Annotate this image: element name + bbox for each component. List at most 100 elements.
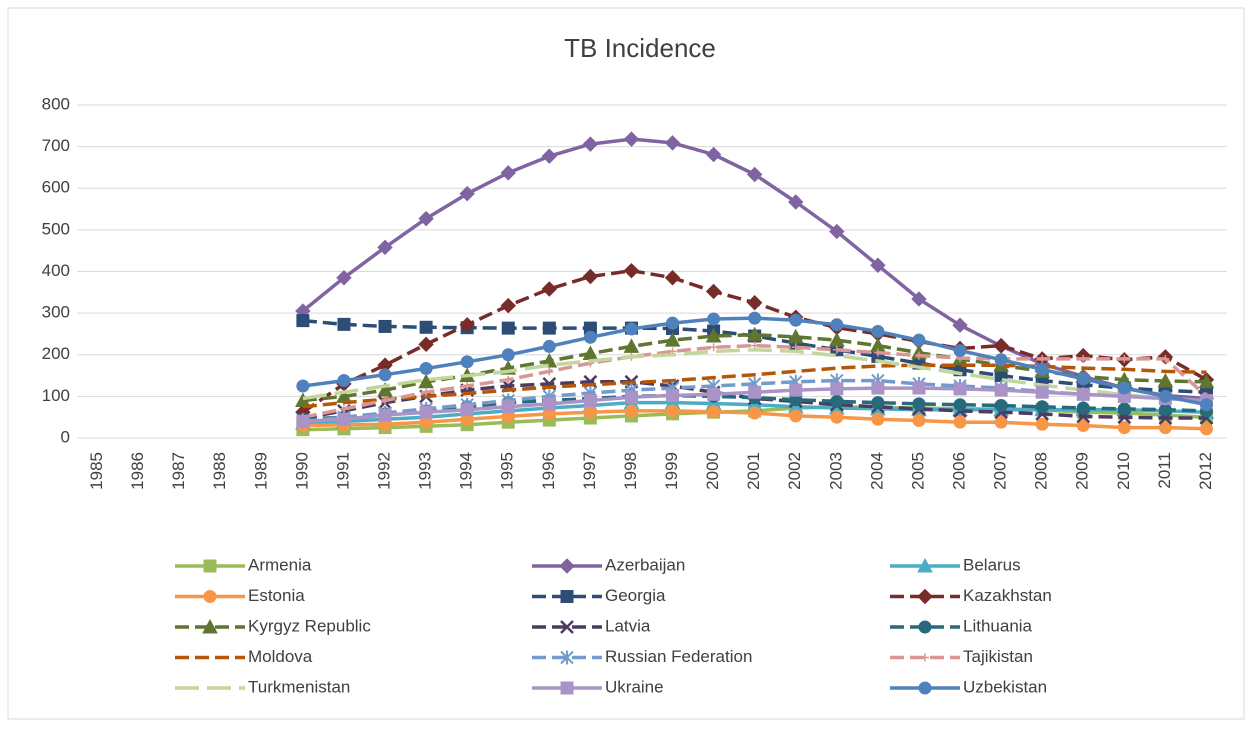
x-tick-label: 2007	[991, 452, 1010, 490]
marker	[914, 351, 923, 360]
marker	[748, 406, 762, 420]
legend-marker	[560, 620, 574, 634]
marker	[1117, 402, 1131, 416]
x-tick-label: 1987	[169, 452, 188, 490]
marker	[912, 333, 926, 347]
marker	[994, 383, 1008, 397]
marker	[871, 324, 885, 338]
legend-label: Kazakhstan	[963, 586, 1052, 605]
y-tick-label: 600	[42, 178, 70, 197]
marker	[339, 404, 348, 413]
legend-label: Belarus	[963, 555, 1021, 574]
marker	[419, 320, 433, 334]
x-tick-label: 1993	[416, 452, 435, 490]
marker	[707, 405, 721, 419]
marker	[460, 403, 474, 417]
marker	[1076, 387, 1090, 401]
x-tick-label: 1985	[87, 452, 106, 490]
y-tick-label: 200	[42, 344, 70, 363]
marker	[541, 281, 558, 297]
marker	[871, 412, 885, 426]
x-tick-label: 1998	[621, 452, 640, 490]
marker	[337, 412, 351, 426]
marker	[746, 166, 763, 183]
x-tick-label: 2002	[785, 452, 804, 490]
marker	[583, 330, 597, 344]
legend-marker	[917, 557, 933, 573]
marker	[830, 394, 844, 408]
marker	[1035, 385, 1049, 399]
marker	[378, 319, 392, 333]
marker	[1199, 398, 1213, 412]
marker	[381, 396, 390, 405]
legend-label: Ukraine	[605, 677, 664, 696]
marker	[582, 136, 599, 152]
marker	[1158, 403, 1172, 417]
marker	[337, 374, 351, 388]
marker	[705, 146, 722, 163]
marker	[789, 313, 803, 327]
marker	[419, 361, 433, 375]
marker	[912, 414, 926, 428]
legend-label: Latvia	[605, 616, 651, 635]
marker	[873, 348, 882, 357]
y-tick-label: 500	[42, 219, 70, 238]
x-tick-label: 2006	[950, 452, 969, 490]
marker	[871, 396, 885, 410]
marker	[296, 414, 310, 428]
marker	[1199, 422, 1213, 436]
marker	[1035, 400, 1049, 414]
series-line	[302, 380, 1207, 420]
marker	[830, 410, 844, 424]
legend-marker	[203, 559, 217, 573]
marker	[419, 405, 433, 419]
x-tick-label: 1991	[333, 452, 352, 490]
marker	[500, 297, 516, 314]
legend-marker	[202, 618, 218, 634]
x-tick-label: 2009	[1073, 452, 1092, 490]
x-tick-label: 1988	[210, 452, 229, 490]
marker	[666, 316, 680, 330]
marker	[953, 382, 967, 396]
x-tick-label: 1986	[128, 452, 147, 490]
series-line	[302, 343, 1208, 419]
marker	[501, 321, 515, 335]
x-tick-label: 1990	[292, 452, 311, 490]
marker	[1198, 373, 1215, 389]
marker	[1120, 354, 1129, 363]
legend-marker	[559, 558, 575, 574]
marker	[1158, 421, 1172, 435]
marker	[1079, 354, 1088, 363]
legend-marker	[560, 590, 574, 603]
marker	[463, 381, 472, 390]
x-tick-label: 1989	[251, 452, 270, 490]
marker	[1117, 421, 1131, 435]
marker	[666, 389, 680, 403]
marker	[542, 321, 556, 335]
marker	[296, 379, 310, 393]
x-tick-label: 1997	[580, 452, 599, 490]
marker	[870, 257, 886, 273]
marker	[1161, 354, 1170, 363]
marker	[705, 283, 722, 300]
marker	[377, 239, 393, 256]
marker	[542, 397, 556, 411]
marker	[422, 388, 431, 397]
marker	[336, 270, 352, 286]
marker	[541, 352, 558, 368]
marker	[1157, 372, 1174, 388]
legend-marker	[560, 681, 574, 695]
legend-marker	[203, 590, 217, 603]
marker	[709, 343, 718, 352]
legend-label: Armenia	[248, 555, 312, 574]
marker	[664, 270, 681, 286]
marker	[541, 148, 558, 164]
marker	[705, 327, 722, 343]
x-tick-label: 2010	[1114, 452, 1133, 490]
marker	[789, 383, 803, 397]
marker	[746, 326, 763, 342]
marker	[583, 394, 597, 408]
marker	[829, 223, 845, 240]
marker	[378, 368, 392, 382]
